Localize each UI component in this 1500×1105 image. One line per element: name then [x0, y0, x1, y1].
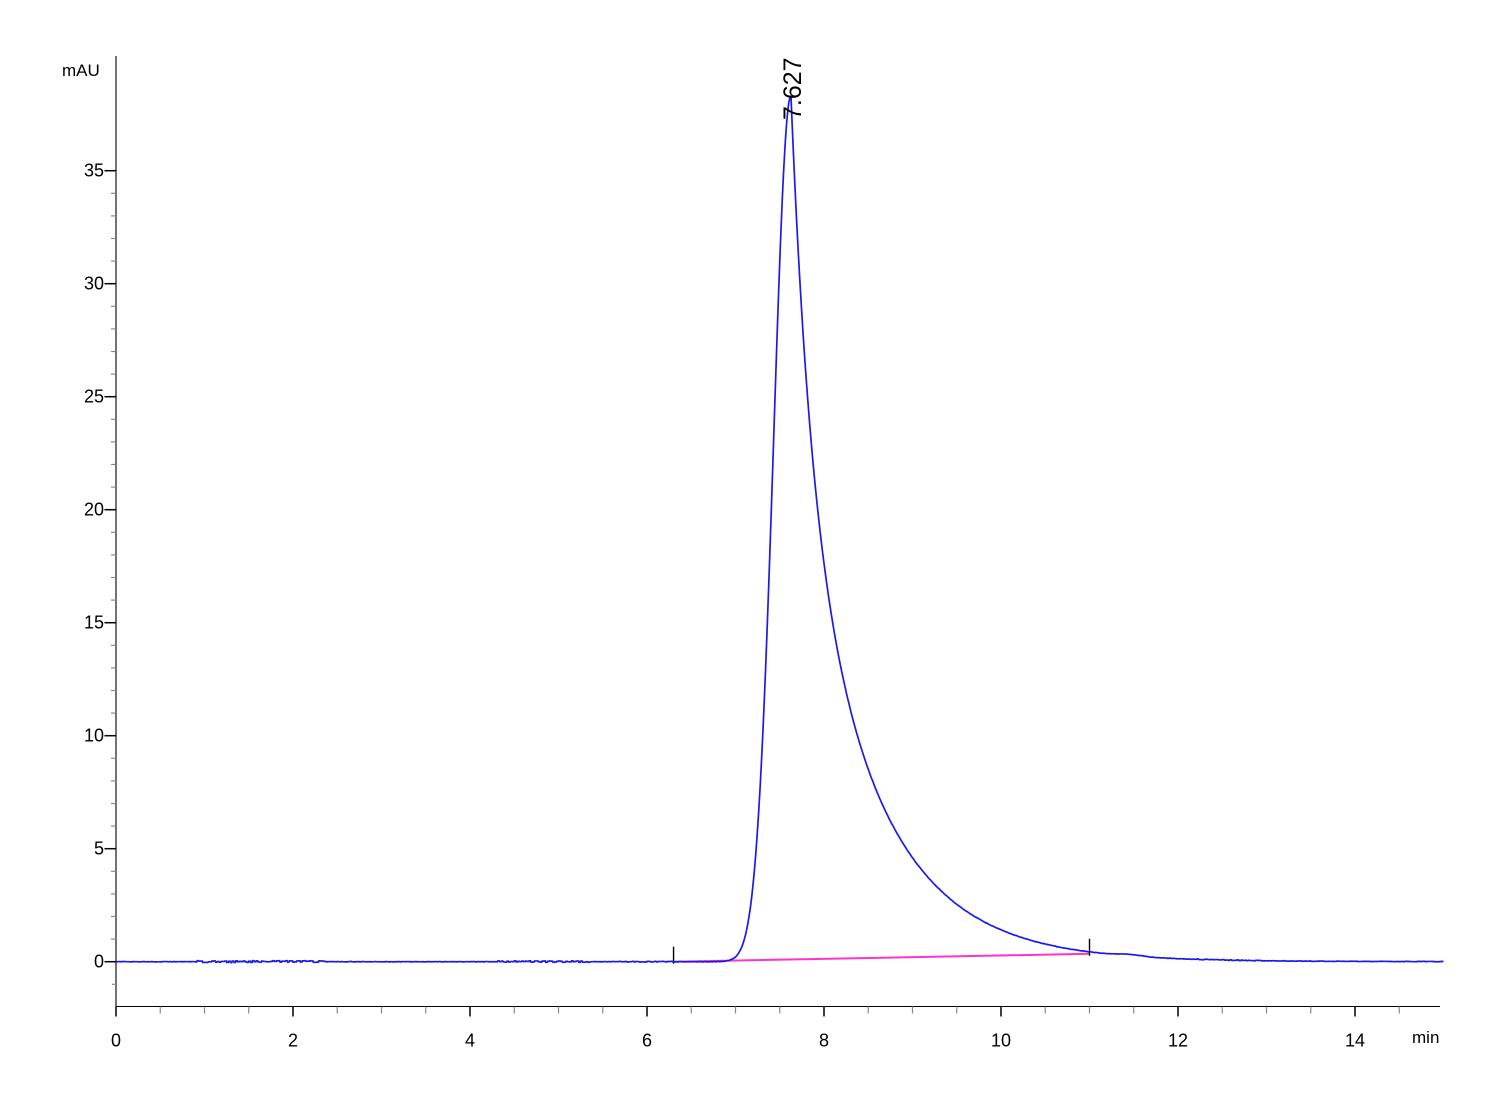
- svg-text:14: 14: [1345, 1031, 1365, 1051]
- svg-text:12: 12: [1168, 1031, 1188, 1051]
- svg-text:10: 10: [991, 1031, 1011, 1051]
- svg-text:7.627: 7.627: [779, 57, 807, 120]
- svg-text:4: 4: [465, 1031, 475, 1051]
- svg-text:5: 5: [94, 839, 104, 859]
- svg-text:20: 20: [84, 500, 104, 520]
- svg-text:0: 0: [111, 1031, 121, 1051]
- svg-text:25: 25: [84, 387, 104, 407]
- svg-text:30: 30: [84, 274, 104, 294]
- svg-text:8: 8: [819, 1031, 829, 1051]
- svg-text:10: 10: [84, 726, 104, 746]
- svg-text:min: min: [1412, 1028, 1439, 1047]
- svg-text:35: 35: [84, 161, 104, 181]
- svg-text:6: 6: [642, 1031, 652, 1051]
- svg-text:0: 0: [94, 952, 104, 972]
- svg-text:mAU: mAU: [62, 61, 100, 80]
- svg-text:2: 2: [288, 1031, 298, 1051]
- svg-text:15: 15: [84, 613, 104, 633]
